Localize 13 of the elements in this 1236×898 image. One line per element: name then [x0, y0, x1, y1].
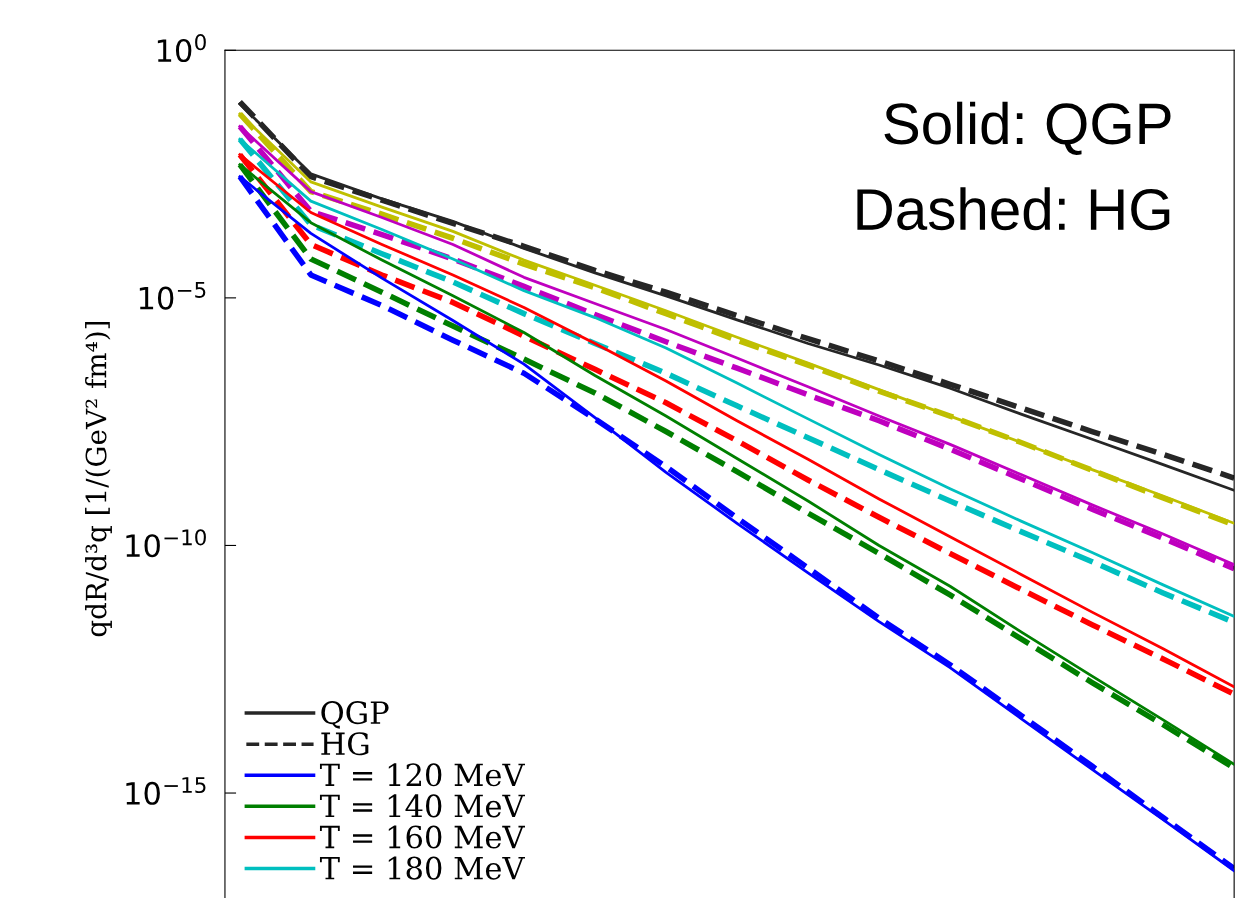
legend-label: T = 160 MeV	[319, 825, 525, 849]
legend-label: HG	[321, 732, 369, 756]
y-tick-label: 10$^{−10}$	[126, 529, 206, 558]
annotation: Solid: QGP	[884, 101, 1171, 155]
y-tick-label: 10$^{0}$	[157, 34, 206, 63]
y-tick-label: 10$^{−5}$	[139, 281, 206, 310]
annotation: Dashed: HG	[857, 187, 1170, 231]
legend-label: T = 120 MeV	[319, 763, 525, 787]
y-tick-label: 10$^{−15}$	[126, 777, 206, 805]
legend-label: T = 140 MeV	[319, 794, 525, 818]
legend-label: QGP	[321, 701, 389, 729]
legend-label: T = 180 MeV	[319, 856, 525, 880]
y-axis-title: qdR/d³q [1/(GeV² fm⁴)]	[85, 321, 112, 637]
